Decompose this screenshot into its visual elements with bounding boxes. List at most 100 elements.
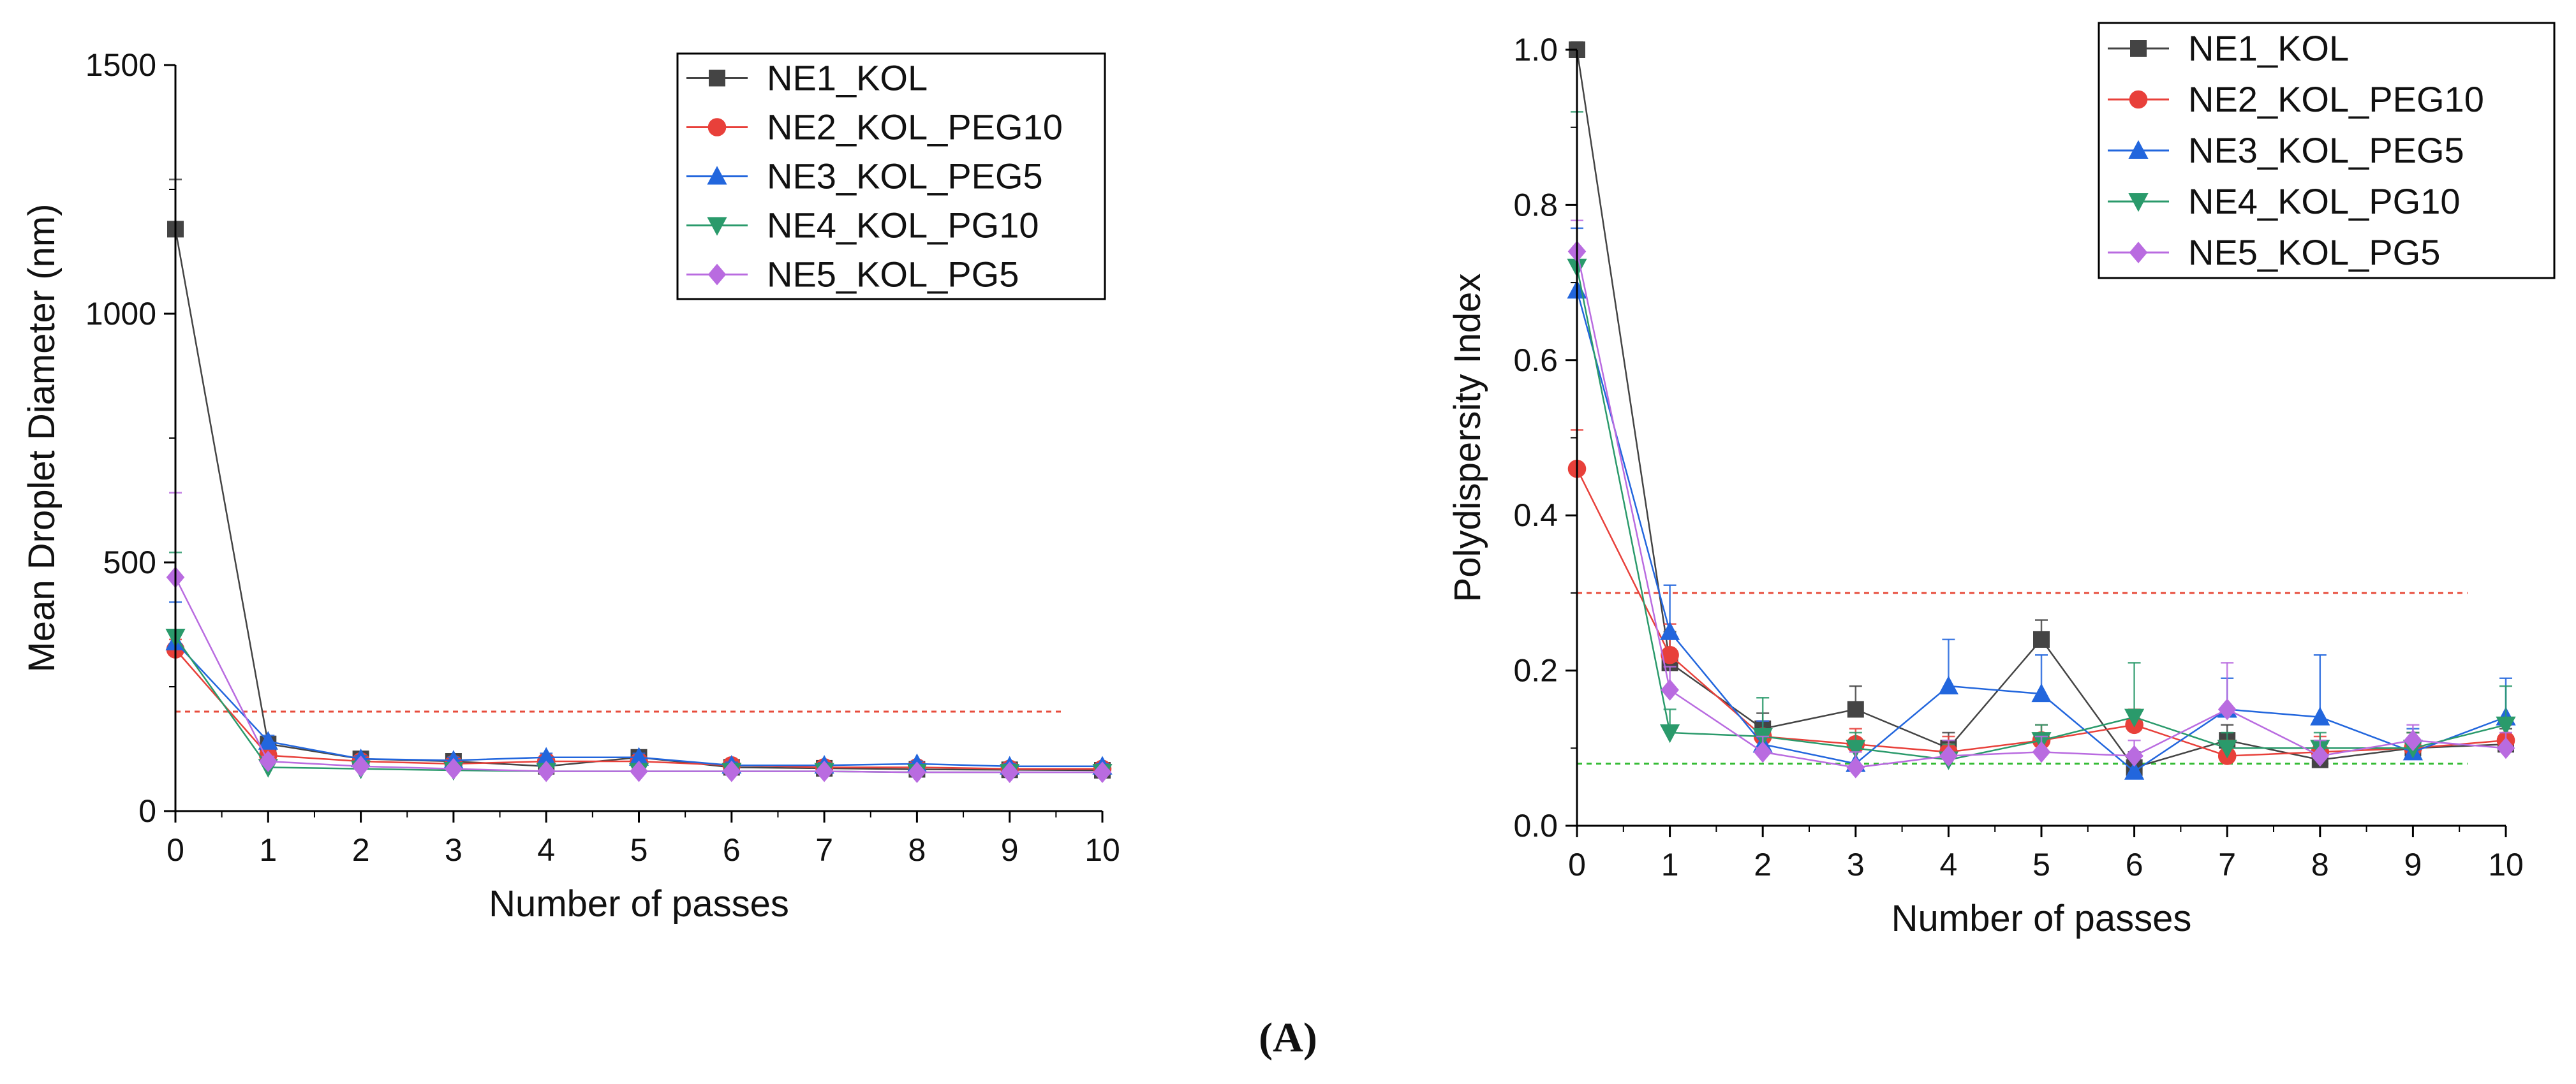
x-tick-label: 2 bbox=[352, 832, 370, 868]
x-tick-label: 8 bbox=[2311, 847, 2329, 883]
chart-1: 0 1 2 3 4 5 6 7 8 9 10 0 500 1000 1500 Number of passes… bbox=[21, 47, 1120, 925]
data-point bbox=[2404, 729, 2422, 752]
x-tick-label: 7 bbox=[815, 832, 833, 868]
x-tick-label: 2 bbox=[1754, 847, 1772, 883]
data-point bbox=[536, 747, 556, 766]
y-tick-label: 500 bbox=[103, 545, 156, 580]
legend-marker bbox=[707, 166, 727, 185]
y-tick-label: 1500 bbox=[85, 47, 156, 83]
data-point bbox=[1660, 621, 1680, 640]
legend-marker bbox=[2129, 90, 2148, 109]
x-tick-label: 5 bbox=[2032, 847, 2050, 883]
y-tick-label: 0.2 bbox=[1513, 653, 1558, 689]
data-point bbox=[1846, 740, 1866, 759]
x-tick-label: 0 bbox=[1568, 847, 1586, 883]
panel-label-open: ( bbox=[1259, 1014, 1273, 1061]
data-point bbox=[537, 760, 556, 782]
x-tick-label: 3 bbox=[445, 832, 463, 868]
legend-marker bbox=[2130, 40, 2147, 57]
legend-marker bbox=[2128, 193, 2149, 212]
x-tick-label: 6 bbox=[2126, 847, 2143, 883]
data-point bbox=[1661, 679, 1679, 701]
x-tick-label: 7 bbox=[2218, 847, 2236, 883]
chart-2: 0 1 2 3 4 5 6 7 8 9 10 0.0 0.2 0.4 0.6 0.8 1.0 Number of … bbox=[1447, 22, 2556, 939]
series-line bbox=[1576, 468, 2506, 757]
x-tick-label: 9 bbox=[2404, 847, 2422, 883]
x-tick-label: 10 bbox=[1084, 832, 1120, 868]
y-axis-label: Polydispersity Index bbox=[1447, 274, 1488, 603]
legend-box bbox=[2098, 22, 2556, 279]
data-point bbox=[1093, 761, 1112, 784]
x-axis-label: Number of passes bbox=[1891, 898, 2192, 939]
x-tick-label: 9 bbox=[1001, 832, 1019, 868]
legend-marker bbox=[2129, 242, 2148, 263]
x-tick-label: 1 bbox=[259, 832, 277, 868]
legend-label: NE2_KOL_PEG10 bbox=[2188, 79, 2484, 119]
series-line bbox=[174, 576, 1102, 773]
data-point bbox=[2496, 716, 2516, 736]
x-tick-label: 6 bbox=[723, 832, 741, 868]
y-tick-label: 1000 bbox=[85, 296, 156, 332]
legend-label: NE5_KOL_PG5 bbox=[767, 254, 1019, 295]
legend-label: NE5_KOL_PG5 bbox=[2188, 232, 2440, 272]
data-point bbox=[1938, 675, 1958, 694]
legend-label: NE3_KOL_PEG5 bbox=[2188, 130, 2464, 170]
data-point bbox=[2496, 737, 2515, 759]
series-line bbox=[174, 229, 1103, 772]
panel-label-close: ) bbox=[1303, 1014, 1317, 1061]
series-NE3_KOL_PEG5 bbox=[1567, 227, 2516, 780]
data-point bbox=[2032, 741, 2051, 763]
y-tick-label: 0 bbox=[138, 793, 156, 829]
panel-label: (A) bbox=[0, 1014, 2576, 1062]
data-point bbox=[352, 755, 370, 777]
series-NE5_KOL_PG5 bbox=[1567, 219, 2515, 779]
legend: NE1_KOL NE2_KOL_PEG10 NE3_KOL_PEG5 NE4_KOL_… bbox=[676, 52, 1106, 300]
data-point bbox=[2031, 683, 2052, 703]
data-point bbox=[259, 751, 278, 772]
data-point bbox=[1660, 724, 1680, 743]
legend-label: NE1_KOL bbox=[767, 58, 928, 98]
data-point bbox=[1000, 761, 1019, 784]
x-tick-label: 5 bbox=[630, 832, 648, 868]
data-point bbox=[2124, 761, 2145, 780]
x-tick-label: 1 bbox=[1661, 847, 1679, 883]
data-point bbox=[1846, 756, 1865, 779]
series-NE3_KOL_PEG5 bbox=[165, 601, 1113, 775]
y-tick-label: 0.8 bbox=[1513, 187, 1558, 223]
series-NE5_KOL_PG5 bbox=[166, 492, 1112, 784]
data-point bbox=[1847, 701, 1864, 718]
y-tick-label: 0.0 bbox=[1513, 808, 1558, 844]
data-point bbox=[908, 761, 926, 784]
data-point bbox=[630, 760, 648, 782]
x-tick-label: 4 bbox=[1939, 847, 1957, 883]
legend-label: NE4_KOL_PG10 bbox=[767, 205, 1039, 245]
y-axis-label: Mean Droplet Diameter (nm) bbox=[21, 204, 63, 673]
data-point bbox=[2033, 631, 2050, 648]
data-point bbox=[2217, 698, 2237, 721]
data-point bbox=[2217, 740, 2237, 759]
x-tick-label: 10 bbox=[2488, 847, 2524, 883]
data-point bbox=[815, 760, 834, 782]
x-tick-label: 3 bbox=[1847, 847, 1865, 883]
y-tick-label: 1.0 bbox=[1513, 32, 1558, 68]
data-point bbox=[258, 731, 278, 750]
data-point bbox=[1939, 745, 1958, 767]
legend-box bbox=[676, 52, 1106, 300]
y-tick-label: 0.4 bbox=[1513, 497, 1558, 533]
x-axis-label: Number of passes bbox=[489, 883, 789, 925]
legend-label: NE4_KOL_PG10 bbox=[2188, 181, 2460, 221]
panel-label-letter: A bbox=[1273, 1014, 1303, 1061]
series-NE2_KOL_PEG10 bbox=[1567, 429, 2515, 765]
data-point bbox=[2310, 707, 2330, 726]
x-tick-label: 4 bbox=[537, 832, 555, 868]
x-tick-label: 0 bbox=[167, 832, 184, 868]
legend-marker bbox=[707, 217, 727, 236]
data-point bbox=[444, 758, 463, 780]
y-tick-label: 0.6 bbox=[1513, 342, 1558, 378]
legend: NE1_KOL NE2_KOL_PEG10 NE3_KOL_PEG5 NE4_KOL_… bbox=[2098, 22, 2556, 279]
legend-label: NE3_KOL_PEG5 bbox=[767, 156, 1043, 196]
data-point bbox=[2311, 745, 2330, 767]
legend-marker bbox=[2128, 140, 2149, 159]
legend-marker bbox=[707, 118, 727, 136]
